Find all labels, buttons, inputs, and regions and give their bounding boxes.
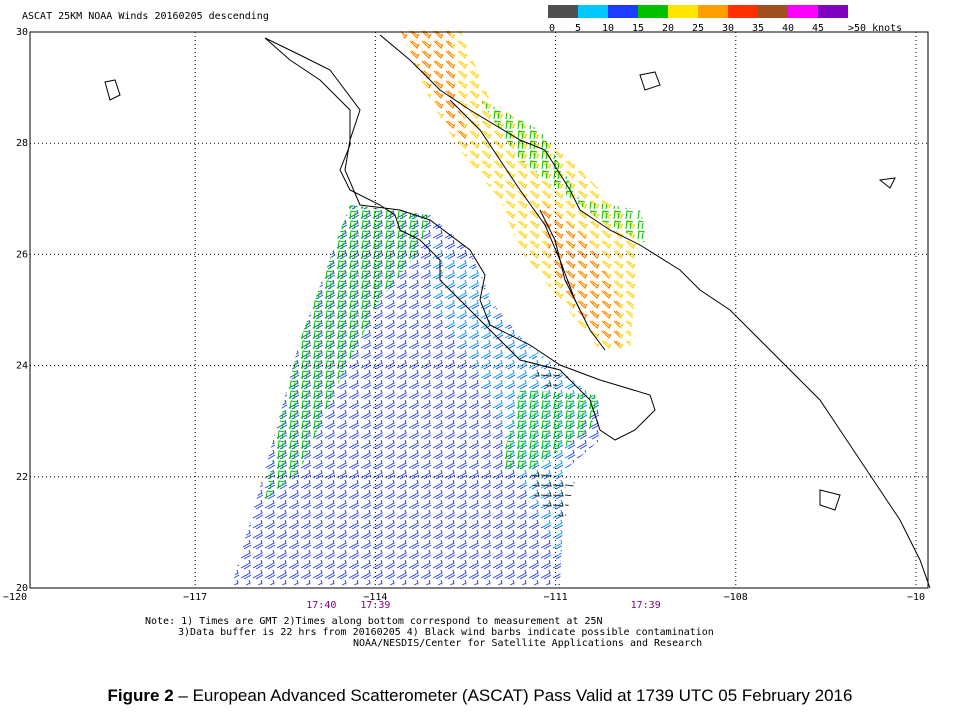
- colorbar-label: 30: [722, 23, 734, 34]
- coastline: [104, 34, 931, 589]
- colorbar-label: 40: [782, 23, 794, 34]
- colorbar-label: >50 knots: [848, 23, 902, 34]
- colorbar-swatch: [728, 5, 758, 18]
- pass-time: 17:39: [631, 600, 661, 611]
- caption-label: Figure 2: [107, 686, 174, 705]
- colorbar: 0 5 10 15 20 25 30 35 40 45 >50 knots: [548, 5, 902, 34]
- map-title: ASCAT 25KM NOAA Winds 20160205 descendin…: [22, 11, 269, 22]
- pass-time: 17:39: [360, 600, 390, 611]
- lat-label: 20: [16, 583, 28, 594]
- lat-label: 30: [16, 27, 28, 38]
- map-figure: −120 −117 −114 −111 −108 −10 20 22 24 26 28 30 17:40…: [3, 5, 931, 649]
- colorbar-label: 0: [549, 23, 555, 34]
- lon-label: −108: [724, 592, 748, 603]
- colorbar-label: 20: [662, 23, 674, 34]
- colorbar-swatch: [638, 5, 668, 18]
- colorbar-label: 10: [602, 23, 614, 34]
- pass-time: 17:40: [306, 600, 336, 611]
- lon-label: −114: [363, 592, 387, 603]
- colorbar-label: 25: [692, 23, 704, 34]
- colorbar-label: 35: [752, 23, 764, 34]
- colorbar-swatch: [548, 5, 578, 18]
- map-frame: [29, 31, 929, 589]
- colorbar-label: 45: [812, 23, 824, 34]
- wind-swath: [232, 30, 650, 585]
- note-line: 3)Data buffer is 22 hrs from 20160205 4)…: [178, 627, 714, 638]
- note-line: Note: 1) Times are GMT 2)Times along bot…: [145, 616, 603, 627]
- lon-label: −120: [3, 592, 27, 603]
- colorbar-swatch: [788, 5, 818, 18]
- colorbar-swatch: [578, 5, 608, 18]
- colorbar-label: 15: [632, 23, 644, 34]
- lat-label: 28: [16, 138, 28, 149]
- colorbar-swatch: [818, 5, 848, 18]
- note-line: NOAA/NESDIS/Center for Satellite Applica…: [353, 638, 702, 649]
- lat-label: 22: [16, 472, 28, 483]
- lon-label: −117: [183, 592, 207, 603]
- lon-label: −111: [544, 592, 568, 603]
- caption: Figure 2 – European Advanced Scatteromet…: [0, 686, 960, 706]
- lat-label: 24: [16, 361, 28, 372]
- colorbar-swatch: [698, 5, 728, 18]
- colorbar-swatch: [758, 5, 788, 18]
- graticule: −120 −117 −114 −111 −108 −10 20 22 24 26 28 30 17:40…: [3, 27, 928, 611]
- colorbar-label: 5: [575, 23, 581, 34]
- colorbar-swatch: [668, 5, 698, 18]
- colorbar-swatch: [608, 5, 638, 18]
- caption-text: – European Advanced Scatterometer (ASCAT…: [173, 686, 853, 705]
- lon-label: −10: [907, 592, 925, 603]
- lat-label: 26: [16, 249, 28, 260]
